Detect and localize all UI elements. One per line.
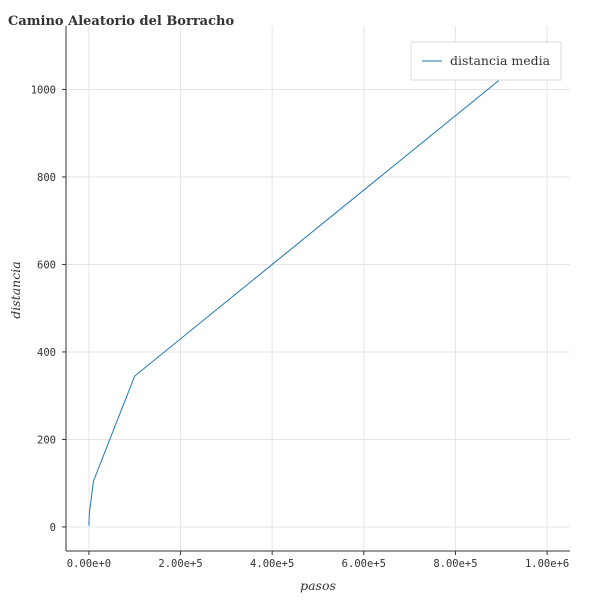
- plot-area: 0.00e+0 2.00e+5 4.00e+5 6.00e+5 8.00e+5 1.00e…: [31, 26, 570, 570]
- y-tick-label: 0: [50, 522, 56, 534]
- y-tick-label: 400: [37, 347, 56, 359]
- y-tick-label: 600: [37, 259, 56, 271]
- x-tick-label: 0.00e+0: [67, 558, 111, 570]
- legend: distancia media: [410, 41, 562, 81]
- y-tick-label: 800: [37, 172, 56, 184]
- x-axis-label: pasos: [300, 578, 336, 593]
- x-tick-label: 8.00e+5: [433, 558, 477, 570]
- x-tick-label: 6.00e+5: [342, 558, 386, 570]
- x-tick-label: 4.00e+5: [250, 558, 294, 570]
- chart-title: Camino Aleatorio del Borracho: [8, 14, 234, 29]
- legend-label: distancia media: [450, 53, 551, 68]
- y-tick-label: 1000: [31, 84, 56, 96]
- y-axis-label: distancia: [8, 261, 23, 318]
- x-tick-label: 2.00e+5: [158, 558, 202, 570]
- x-tick-label: 1.00e+6: [525, 558, 569, 570]
- y-tick-label: 200: [37, 434, 56, 446]
- series-line: [88, 40, 548, 526]
